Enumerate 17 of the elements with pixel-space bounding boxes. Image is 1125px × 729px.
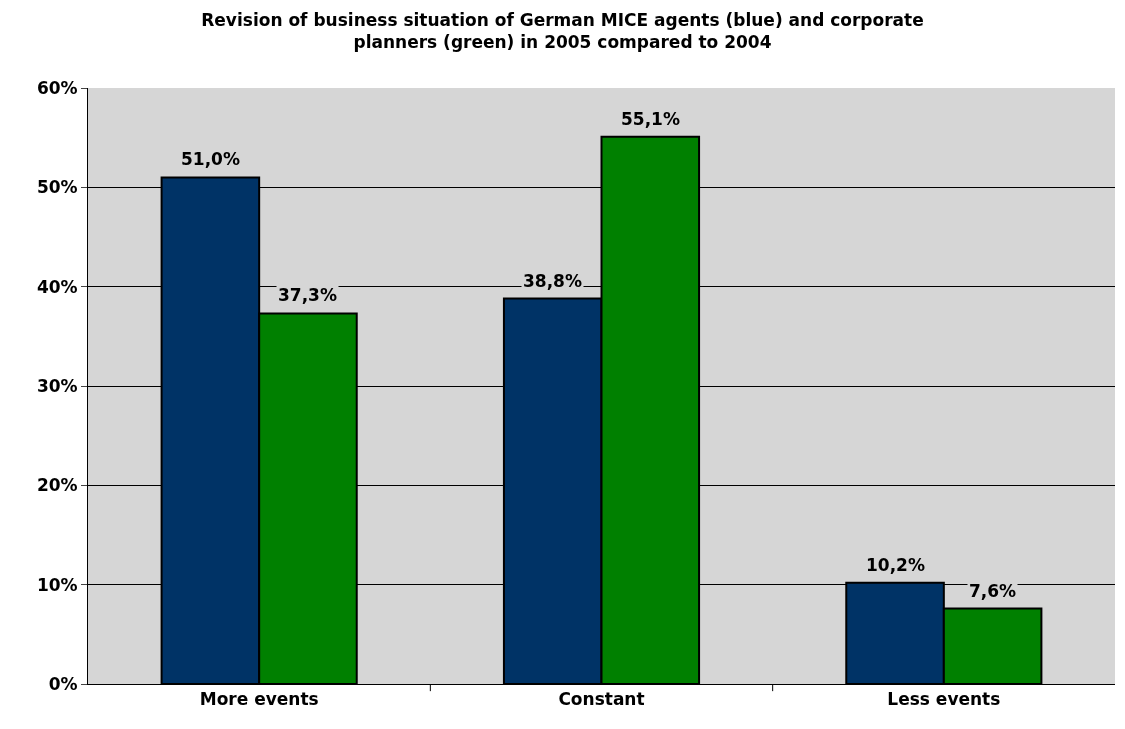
x-tick-label: More events — [199, 689, 319, 710]
y-tick-label: 10% — [36, 574, 78, 595]
data-label: 38,8% — [523, 271, 582, 291]
data-label: 37,3% — [278, 285, 337, 305]
data-label: 10,2% — [866, 555, 925, 575]
y-tick-label: 40% — [36, 276, 78, 297]
data-label: 51,0% — [181, 149, 240, 169]
x-tick-label: Constant — [558, 689, 645, 710]
y-tick-label: 0% — [48, 673, 78, 694]
y-tick-label: 30% — [36, 375, 78, 396]
data-label: 7,6% — [969, 581, 1017, 601]
y-tick-label: 60% — [36, 77, 78, 98]
chart-title: Revision of business situation of German MICE agents (blue) and corporate planners (green) in 2005 compared to 2004 — [201, 9, 924, 52]
x-tick-label: Less events — [887, 689, 1001, 710]
y-tick-label: 50% — [36, 177, 78, 198]
y-tick-label: 20% — [36, 475, 78, 496]
data-label: 55,1% — [621, 109, 680, 129]
